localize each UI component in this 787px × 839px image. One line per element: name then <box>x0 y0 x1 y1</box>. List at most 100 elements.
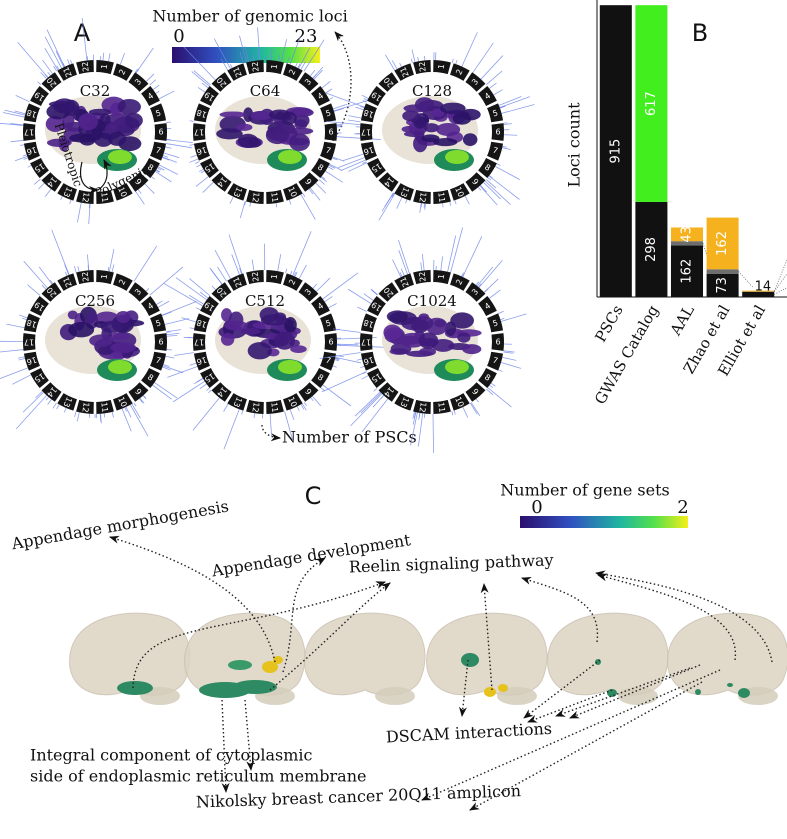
chromosome-label: 9 <box>470 177 480 187</box>
chromosome-segment <box>266 60 284 75</box>
spike <box>199 168 204 172</box>
chromosome-segment <box>311 368 330 389</box>
bar-segment <box>670 227 704 242</box>
spike <box>451 58 454 63</box>
chromosome-segment <box>394 63 414 81</box>
spike <box>135 69 139 74</box>
chromosome-segment <box>57 393 77 411</box>
chromosome-segment <box>367 295 386 316</box>
spike <box>301 403 307 411</box>
chromosome-label: 16 <box>196 145 208 157</box>
spike <box>432 413 434 454</box>
spike <box>347 119 361 123</box>
chromosome-label: 4 <box>483 91 492 101</box>
chromosome-segment <box>154 123 168 141</box>
colorbar-title: Number of gene sets <box>500 481 669 500</box>
spike <box>363 293 374 301</box>
spike <box>102 52 105 61</box>
arrow <box>480 583 493 691</box>
panel-label: A <box>74 19 91 47</box>
chromosome-label: 21 <box>61 65 73 78</box>
brain-region <box>236 123 253 131</box>
spike <box>348 162 368 172</box>
spike <box>373 388 378 392</box>
spike <box>333 103 348 110</box>
spike <box>146 73 155 82</box>
spike <box>478 260 503 288</box>
spike <box>462 236 483 278</box>
chromosome-label: 13 <box>231 396 243 409</box>
brain-region <box>462 344 482 355</box>
chromosome-label: 1 <box>437 64 447 70</box>
spike <box>201 82 209 89</box>
spike <box>380 395 385 400</box>
spike <box>137 189 142 194</box>
arrow <box>458 659 469 717</box>
brain-outline <box>304 612 426 696</box>
spike <box>229 196 234 204</box>
spike <box>166 329 181 333</box>
chromosome-label: 4 <box>146 91 155 101</box>
gene-set-label: Nikolsky breast cancer 20Q11 amplicon <box>196 781 522 811</box>
chromosome-label: 11 <box>436 402 446 413</box>
spike <box>348 288 372 304</box>
spike <box>189 120 194 122</box>
colorbar <box>520 516 688 528</box>
value-label: 162 <box>680 259 695 284</box>
panel-a: A Number of genomic loci 0 23 Number of … <box>0 7 535 454</box>
bar-segment <box>635 5 668 202</box>
brain-region <box>460 108 481 121</box>
spike <box>158 164 179 175</box>
spike <box>453 410 456 415</box>
spike <box>440 256 444 271</box>
chromosome-label: 3 <box>303 287 313 297</box>
spike <box>10 139 24 143</box>
spike <box>296 406 300 411</box>
chromosome-segment <box>394 183 414 201</box>
chromosome-label: 11 <box>99 402 109 413</box>
brain-region <box>436 123 461 136</box>
spike <box>74 266 77 273</box>
leader-line <box>773 259 787 292</box>
brain-region <box>228 660 252 670</box>
chromosome-label: 17 <box>194 128 204 137</box>
brain-region <box>107 332 130 341</box>
chromosome-label: 6 <box>495 128 500 137</box>
brain-region <box>262 661 278 673</box>
chromosome-segment <box>150 313 167 333</box>
chromosome-segment <box>298 72 319 92</box>
spike <box>165 143 193 149</box>
chromosome-segment <box>193 123 206 141</box>
spike <box>239 51 244 64</box>
spike <box>295 62 298 67</box>
spike <box>239 35 247 63</box>
spike <box>270 48 273 61</box>
arrow <box>527 689 613 723</box>
chromosome-segment <box>113 393 133 411</box>
spike <box>498 310 504 315</box>
chromosome-label: 4 <box>316 301 325 311</box>
spike <box>38 266 53 285</box>
chromosome-segment <box>30 368 49 389</box>
chromosome-segment <box>30 158 49 179</box>
spike <box>334 358 340 360</box>
chromosome-segment <box>413 60 431 75</box>
spike <box>321 81 331 89</box>
spike <box>135 191 145 205</box>
chromosome-segment <box>360 141 377 161</box>
chromosome-label: 18 <box>363 318 375 330</box>
spike <box>49 279 54 284</box>
chromosome-segment <box>450 273 470 291</box>
spike <box>6 323 25 329</box>
spike <box>41 284 47 290</box>
chromosome-segment <box>76 399 94 414</box>
spike <box>480 184 487 193</box>
chromosome-label: 16 <box>363 355 375 367</box>
spike <box>332 157 338 161</box>
chromosome-segment <box>96 399 114 414</box>
spike <box>142 395 147 399</box>
spike <box>211 285 216 290</box>
brain-region <box>260 314 288 326</box>
chromosome-segment <box>76 60 94 75</box>
